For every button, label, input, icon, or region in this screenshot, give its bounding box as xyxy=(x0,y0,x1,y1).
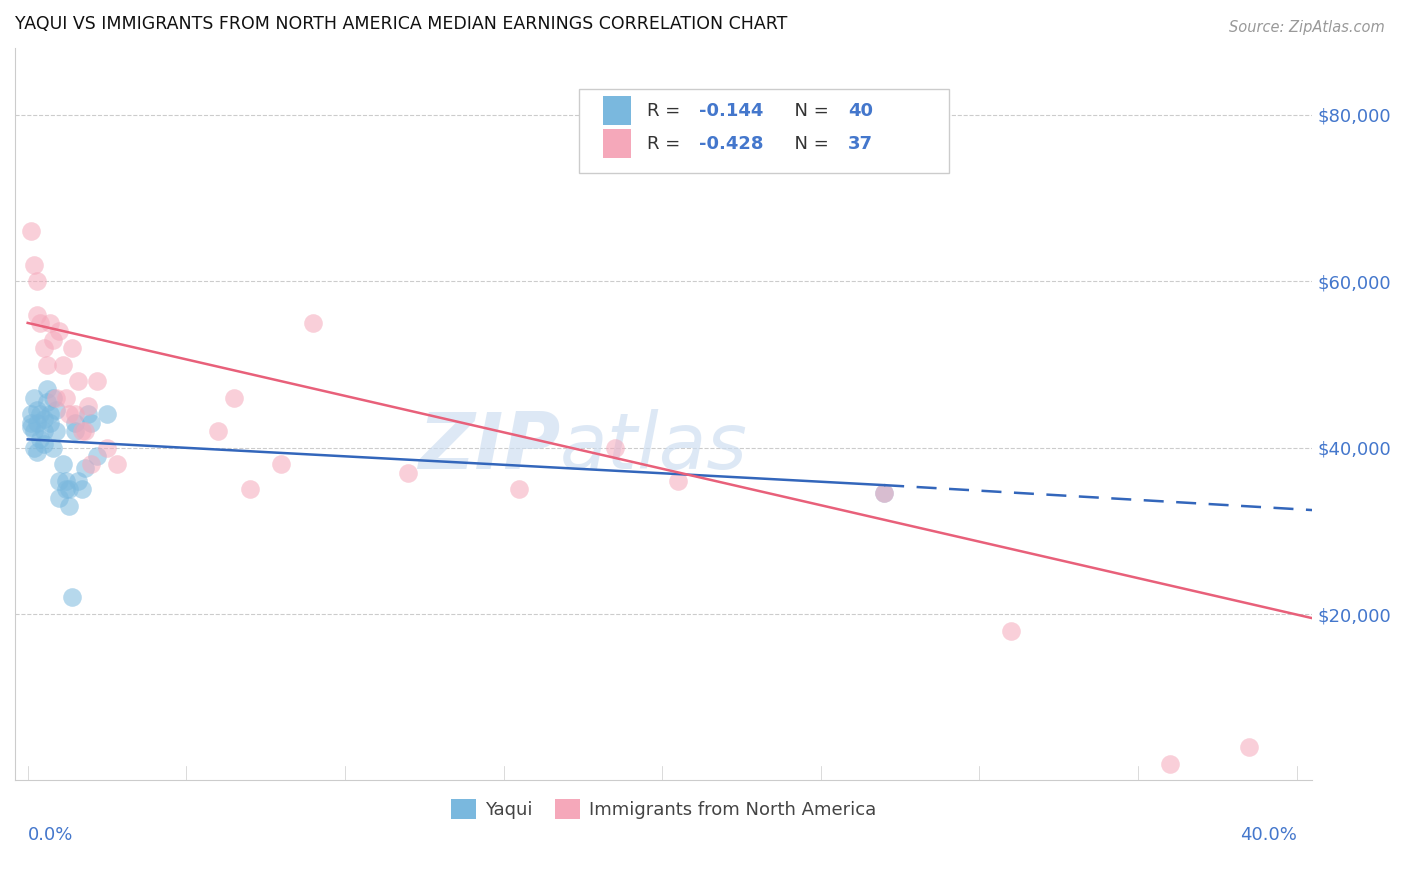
Point xyxy=(32,411,55,425)
Bar xyxy=(603,129,631,158)
Point xyxy=(873,486,896,500)
Point xyxy=(73,461,96,475)
Text: 37: 37 xyxy=(848,135,873,153)
Text: R =: R = xyxy=(647,102,686,120)
Text: atlas: atlas xyxy=(560,409,748,485)
Text: 0.0%: 0.0% xyxy=(28,826,73,844)
Point xyxy=(1237,740,1260,755)
Point xyxy=(67,474,90,488)
Point xyxy=(222,391,245,405)
Point xyxy=(35,395,58,409)
Point xyxy=(38,416,60,430)
Text: 40: 40 xyxy=(848,102,873,120)
Point xyxy=(65,416,87,430)
Point xyxy=(30,408,52,422)
Point xyxy=(105,458,128,472)
Point xyxy=(67,374,90,388)
Point xyxy=(35,383,58,397)
Point xyxy=(25,274,48,288)
Point xyxy=(42,441,65,455)
Point xyxy=(32,341,55,355)
Point xyxy=(48,491,70,505)
Text: N =: N = xyxy=(783,102,835,120)
Point xyxy=(20,420,42,434)
Point xyxy=(70,424,93,438)
Bar xyxy=(603,96,631,125)
Point xyxy=(239,483,262,497)
Point xyxy=(20,224,42,238)
Point xyxy=(207,424,229,438)
Point xyxy=(70,483,93,497)
Point xyxy=(30,433,52,447)
Point xyxy=(60,341,83,355)
Point xyxy=(603,441,626,455)
Point xyxy=(20,416,42,430)
Point xyxy=(77,408,100,422)
Point xyxy=(77,399,100,413)
Text: R =: R = xyxy=(647,135,686,153)
Point xyxy=(52,458,75,472)
Point xyxy=(45,403,67,417)
Text: YAQUI VS IMMIGRANTS FROM NORTH AMERICA MEDIAN EARNINGS CORRELATION CHART: YAQUI VS IMMIGRANTS FROM NORTH AMERICA M… xyxy=(15,15,787,33)
Point xyxy=(42,333,65,347)
Point xyxy=(396,466,419,480)
Text: Source: ZipAtlas.com: Source: ZipAtlas.com xyxy=(1229,20,1385,35)
Point xyxy=(73,424,96,438)
Point xyxy=(22,424,45,438)
Point xyxy=(65,424,87,438)
Point xyxy=(25,416,48,430)
Point xyxy=(666,474,689,488)
Point xyxy=(86,449,108,463)
Point xyxy=(22,441,45,455)
FancyBboxPatch shape xyxy=(579,88,949,173)
Point xyxy=(52,358,75,372)
Point xyxy=(32,436,55,450)
Text: N =: N = xyxy=(783,135,835,153)
Text: -0.144: -0.144 xyxy=(699,102,763,120)
Point xyxy=(96,441,118,455)
Point xyxy=(55,391,77,405)
Point xyxy=(30,316,52,330)
Point xyxy=(25,308,48,322)
Point xyxy=(45,391,67,405)
Point xyxy=(38,316,60,330)
Point xyxy=(508,483,530,497)
Point xyxy=(302,316,325,330)
Point xyxy=(55,483,77,497)
Point xyxy=(58,499,80,513)
Point xyxy=(873,486,896,500)
Point xyxy=(48,324,70,338)
Point xyxy=(55,474,77,488)
Legend: Yaqui, Immigrants from North America: Yaqui, Immigrants from North America xyxy=(444,792,883,826)
Point xyxy=(22,258,45,272)
Point xyxy=(270,458,292,472)
Point xyxy=(58,408,80,422)
Point xyxy=(48,474,70,488)
Text: ZIP: ZIP xyxy=(418,409,560,485)
Point xyxy=(86,374,108,388)
Point xyxy=(96,408,118,422)
Point xyxy=(1000,624,1022,638)
Point xyxy=(42,391,65,405)
Point xyxy=(25,445,48,459)
Point xyxy=(22,391,45,405)
Point xyxy=(80,416,103,430)
Point xyxy=(35,358,58,372)
Point xyxy=(80,458,103,472)
Point xyxy=(60,591,83,605)
Point xyxy=(38,408,60,422)
Point xyxy=(45,424,67,438)
Point xyxy=(58,483,80,497)
Point xyxy=(65,408,87,422)
Point xyxy=(25,403,48,417)
Point xyxy=(20,408,42,422)
Text: -0.428: -0.428 xyxy=(699,135,763,153)
Point xyxy=(1159,756,1181,771)
Text: 40.0%: 40.0% xyxy=(1240,826,1296,844)
Point xyxy=(32,424,55,438)
